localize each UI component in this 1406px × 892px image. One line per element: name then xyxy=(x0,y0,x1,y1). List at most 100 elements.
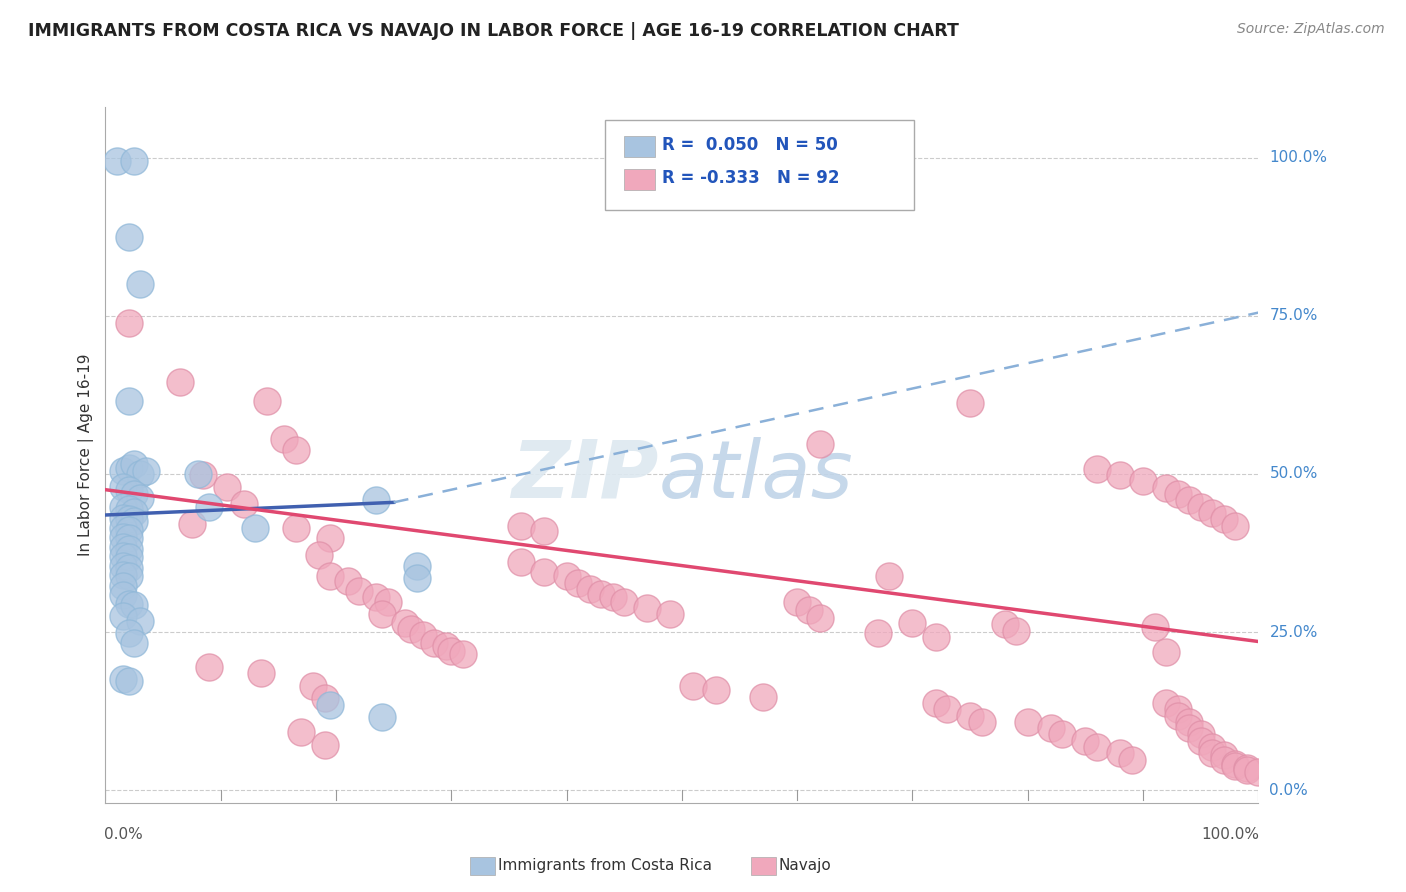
Point xyxy=(111,530,134,544)
Point xyxy=(193,468,215,483)
Point xyxy=(1189,734,1212,748)
Point xyxy=(1154,645,1177,659)
Point xyxy=(1109,468,1132,483)
Point xyxy=(371,710,394,724)
Text: 0.0%: 0.0% xyxy=(104,827,143,842)
Text: ZIP: ZIP xyxy=(512,437,659,515)
Point xyxy=(797,603,820,617)
Point xyxy=(319,569,342,583)
Point xyxy=(111,673,134,687)
Point xyxy=(924,630,946,644)
Point xyxy=(1143,620,1166,634)
Point xyxy=(111,464,134,478)
Point xyxy=(808,436,831,450)
Point xyxy=(117,569,139,583)
Point xyxy=(591,587,613,601)
Point xyxy=(124,599,146,613)
Point xyxy=(111,579,134,593)
Point xyxy=(555,569,578,583)
Text: Source: ZipAtlas.com: Source: ZipAtlas.com xyxy=(1237,22,1385,37)
Point xyxy=(135,464,157,478)
Point xyxy=(682,679,704,693)
Point xyxy=(117,394,139,409)
Point xyxy=(1236,763,1258,777)
Text: Immigrants from Costa Rica: Immigrants from Costa Rica xyxy=(498,858,711,872)
Point xyxy=(1167,708,1189,723)
Point xyxy=(245,521,267,535)
Point xyxy=(314,691,336,706)
Point xyxy=(1039,721,1062,735)
Point xyxy=(117,674,139,689)
Point xyxy=(111,540,134,554)
Point xyxy=(117,317,139,331)
Point xyxy=(434,639,457,653)
Point xyxy=(924,696,946,710)
Point xyxy=(117,512,139,526)
Point xyxy=(751,690,773,704)
Point xyxy=(273,432,295,446)
Point xyxy=(533,565,555,579)
Point xyxy=(366,591,388,605)
Text: 100.0%: 100.0% xyxy=(1202,827,1260,842)
Point xyxy=(124,458,146,472)
Text: R = -0.333   N = 92: R = -0.333 N = 92 xyxy=(662,169,839,187)
Point xyxy=(808,611,831,625)
Point xyxy=(1212,512,1234,526)
Point xyxy=(1167,487,1189,501)
Point xyxy=(314,738,336,752)
Point xyxy=(117,501,139,516)
Text: 50.0%: 50.0% xyxy=(1270,467,1317,482)
Point xyxy=(111,568,134,582)
Point xyxy=(308,548,330,562)
Y-axis label: In Labor Force | Age 16-19: In Labor Force | Age 16-19 xyxy=(79,353,94,557)
Point xyxy=(111,609,134,624)
Point xyxy=(124,505,146,519)
Text: IMMIGRANTS FROM COSTA RICA VS NAVAJO IN LABOR FORCE | AGE 16-19 CORRELATION CHAR: IMMIGRANTS FROM COSTA RICA VS NAVAJO IN … xyxy=(28,22,959,40)
Point xyxy=(936,702,959,716)
Point xyxy=(371,607,394,622)
Point xyxy=(879,569,901,583)
Point xyxy=(1178,714,1201,729)
Point xyxy=(786,595,808,609)
Point xyxy=(1074,734,1097,748)
Point xyxy=(117,541,139,556)
Point xyxy=(111,558,134,573)
Point xyxy=(1017,714,1039,729)
Point xyxy=(1225,518,1247,533)
Point xyxy=(117,460,139,475)
Point xyxy=(1201,506,1223,520)
Point xyxy=(111,511,134,525)
Point xyxy=(129,491,152,505)
Point xyxy=(706,683,728,698)
Point xyxy=(1167,702,1189,716)
Point xyxy=(636,601,658,615)
Point xyxy=(959,708,981,723)
Point xyxy=(117,229,139,244)
Point xyxy=(1225,759,1247,773)
Text: 25.0%: 25.0% xyxy=(1270,624,1317,640)
Point xyxy=(198,660,221,674)
Point xyxy=(124,636,146,650)
Point xyxy=(578,582,600,596)
Point xyxy=(117,523,139,537)
Point xyxy=(440,644,463,658)
Point xyxy=(284,442,307,457)
Point xyxy=(187,467,209,481)
Point xyxy=(613,595,636,609)
Point xyxy=(509,556,531,570)
Point xyxy=(866,626,889,640)
Point xyxy=(1154,481,1177,495)
Point xyxy=(347,583,370,598)
Point xyxy=(129,277,152,292)
Point xyxy=(509,518,531,533)
Point xyxy=(1236,761,1258,775)
Text: Navajo: Navajo xyxy=(779,858,832,872)
Point xyxy=(1109,747,1132,761)
Point xyxy=(1005,624,1028,638)
Text: 75.0%: 75.0% xyxy=(1270,309,1317,323)
Point xyxy=(994,617,1017,632)
Point xyxy=(1085,740,1108,755)
Point xyxy=(117,532,139,546)
Point xyxy=(250,666,273,681)
Point xyxy=(959,396,981,410)
